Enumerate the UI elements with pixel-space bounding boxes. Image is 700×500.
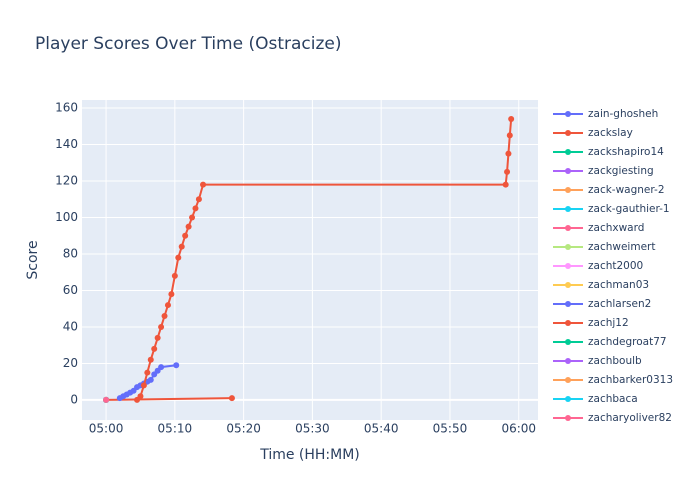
data-point [173, 362, 180, 369]
legend-label: zachlarsen2 [588, 298, 651, 310]
legend-label: zachweimert [588, 241, 655, 253]
series-line [106, 397, 232, 401]
data-point [168, 291, 175, 298]
data-point [508, 115, 515, 122]
plot-area [82, 100, 538, 420]
data-point [103, 396, 110, 403]
legend-marker [565, 187, 571, 193]
legend-label: zack-wagner-2 [588, 184, 665, 196]
data-point [178, 243, 185, 250]
data-point [505, 150, 512, 157]
data-point [200, 181, 207, 188]
y-tick-label: 120 [55, 174, 78, 188]
legend-marker [565, 168, 571, 174]
data-point [158, 323, 165, 330]
legend-marker [565, 244, 571, 250]
legend-marker [565, 358, 571, 364]
legend-label: zachbaca [588, 393, 638, 405]
legend-marker [565, 225, 571, 231]
data-point [192, 205, 199, 212]
y-axis-title: Score [25, 240, 41, 279]
x-tick-label: 05:40 [364, 422, 399, 436]
chart-title: Player Scores Over Time (Ostracize) [35, 34, 342, 54]
data-point [195, 196, 202, 203]
data-point [140, 382, 147, 389]
legend-label: zack-gauthier-1 [588, 203, 670, 215]
legend-marker [565, 320, 571, 326]
x-tick-label: 05:50 [433, 422, 468, 436]
data-point [175, 254, 182, 261]
data-point [189, 214, 196, 221]
y-tick-label: 20 [63, 356, 78, 370]
legend-label: zachman03 [588, 279, 649, 291]
legend: zain-ghosheh zackslay zackshapiro14 zackgie… [553, 108, 673, 424]
data-point [151, 345, 158, 352]
legend-marker [565, 130, 571, 136]
data-point [164, 302, 171, 309]
legend-label: zacharyoliver82 [588, 412, 672, 424]
data-point [228, 395, 235, 402]
data-point [506, 132, 513, 139]
data-point [144, 369, 151, 376]
grid [82, 100, 538, 420]
data-point [161, 313, 168, 320]
x-tick-label: 06:00 [501, 422, 536, 436]
legend-label: zain-ghosheh [588, 108, 658, 120]
y-tick-label: 80 [63, 246, 78, 260]
data-point [147, 356, 154, 363]
y-tick-label: 160 [55, 101, 78, 115]
x-axis-title: Time (HH:MM) [259, 447, 360, 463]
legend-marker [565, 149, 571, 155]
legend-marker [565, 111, 571, 117]
legend-label: zachboulb [588, 355, 642, 367]
data-point [502, 181, 509, 188]
data-point [185, 223, 192, 230]
x-tick-label: 05:30 [295, 422, 330, 436]
legend-marker [565, 282, 571, 288]
y-tick-label: 40 [63, 319, 78, 333]
y-tick-label: 140 [55, 137, 78, 151]
x-tick-label: 05:00 [89, 422, 124, 436]
legend-label: zackslay [588, 127, 633, 139]
data-point [182, 232, 189, 239]
legend-label: zackgiesting [588, 165, 654, 177]
legend-marker [565, 377, 571, 383]
x-tick-label: 05:10 [158, 422, 193, 436]
legend-marker [565, 263, 571, 269]
legend-label: zachxward [588, 222, 644, 234]
legend-label: zachdegroat77 [588, 336, 667, 348]
y-tick-label: 0 [70, 392, 78, 406]
plot-traces [103, 115, 515, 403]
data-point [158, 364, 165, 371]
legend-marker [565, 415, 571, 421]
legend-marker [565, 206, 571, 212]
legend-label: zacht2000 [588, 260, 643, 272]
x-tick-label: 05:20 [226, 422, 261, 436]
data-point [147, 376, 154, 383]
legend-marker [565, 396, 571, 402]
y-tick-label: 100 [55, 210, 78, 224]
data-point [171, 272, 178, 279]
data-point [504, 168, 511, 175]
legend-marker [565, 301, 571, 307]
data-point [137, 393, 144, 400]
y-tick-label: 60 [63, 283, 78, 297]
legend-label: zackshapiro14 [588, 146, 664, 158]
data-point [154, 334, 161, 341]
legend-label: zachj12 [588, 317, 629, 329]
legend-marker [565, 339, 571, 345]
legend-label: zachbarker0313 [588, 374, 673, 386]
